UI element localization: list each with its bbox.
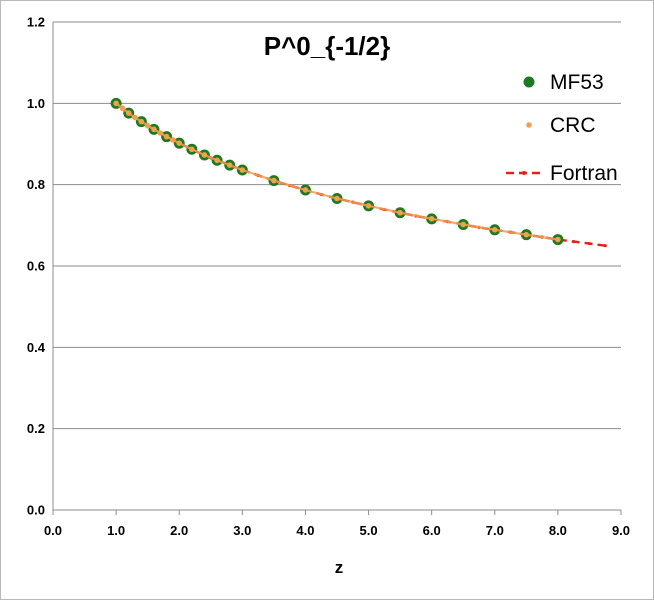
legend-label-crc: CRC	[550, 114, 596, 137]
crc-point	[132, 114, 138, 121]
x-tick-label-6: 6.0	[423, 523, 441, 538]
crc-point	[163, 133, 170, 140]
legend-marker-fortran	[522, 171, 526, 175]
y-tick-label-4: 0.8	[27, 177, 45, 192]
chart-title: P^0_{-1/2}	[264, 31, 390, 61]
crc-point	[271, 177, 277, 184]
crc-point	[460, 221, 467, 228]
crc-point	[201, 152, 208, 158]
fortran-point	[603, 244, 607, 248]
crc-point	[170, 137, 176, 143]
crc-point	[189, 146, 195, 153]
fortran-point	[572, 240, 576, 244]
legend-label-mf53: MF53	[550, 71, 604, 94]
crc-point	[523, 231, 530, 238]
legend-marker-crc	[526, 122, 532, 128]
crc-point	[428, 216, 435, 222]
y-tick-label-5: 1.0	[27, 96, 45, 111]
x-tick-label-9: 9.0	[612, 523, 630, 538]
crc-point	[334, 195, 340, 202]
x-tick-label-1: 1.0	[107, 523, 125, 538]
crc-point	[125, 110, 132, 116]
grid-lines	[53, 21, 621, 430]
crc-point	[555, 236, 561, 243]
x-tick-label-2: 2.0	[170, 523, 188, 538]
crc-point	[365, 203, 372, 209]
crc-point	[176, 140, 183, 146]
legend: MF53 CRC Fortran	[506, 71, 618, 185]
series-line-crc	[115, 102, 559, 241]
crc-point	[113, 100, 119, 107]
series-line-fortran	[115, 102, 606, 247]
y-tick-label-6: 1.2	[27, 15, 45, 30]
x-tick-label-5: 5.0	[360, 523, 378, 538]
crc-point	[138, 118, 145, 125]
legend-marker-mf53	[523, 76, 535, 88]
crc-point	[151, 126, 157, 133]
crc-point	[302, 187, 309, 193]
x-axis-label: z	[335, 558, 344, 577]
x-tick-label-7: 7.0	[486, 523, 504, 538]
crc-point	[144, 122, 151, 129]
legend-label-fortran: Fortran	[550, 162, 618, 185]
x-tick-label-4: 4.0	[296, 523, 314, 538]
crc-point	[119, 105, 126, 112]
y-tick-label-3: 0.6	[27, 259, 45, 274]
series-layer	[110, 97, 607, 248]
y-tick-label-2: 0.4	[27, 340, 46, 355]
crc-point	[397, 209, 403, 216]
y-tick-label-0: 0.0	[27, 503, 45, 518]
axes	[52, 22, 622, 515]
crc-point	[214, 157, 220, 164]
x-tick-labels: 0.0 1.0 2.0 3.0 4.0 5.0 6.0 7.0 8.0 9.0	[44, 523, 630, 538]
crc-point	[491, 227, 498, 233]
crc-point	[157, 130, 164, 136]
y-tick-labels: 0.0 0.2 0.4 0.6 0.8 1.0 1.2	[27, 15, 46, 518]
x-tick-label-8: 8.0	[549, 523, 567, 538]
y-tick-label-1: 0.2	[27, 421, 45, 436]
x-tick-label-0: 0.0	[44, 523, 62, 538]
fortran-point	[587, 242, 592, 246]
crc-point	[226, 162, 233, 168]
x-tick-label-3: 3.0	[233, 523, 251, 538]
crc-point	[239, 167, 246, 173]
